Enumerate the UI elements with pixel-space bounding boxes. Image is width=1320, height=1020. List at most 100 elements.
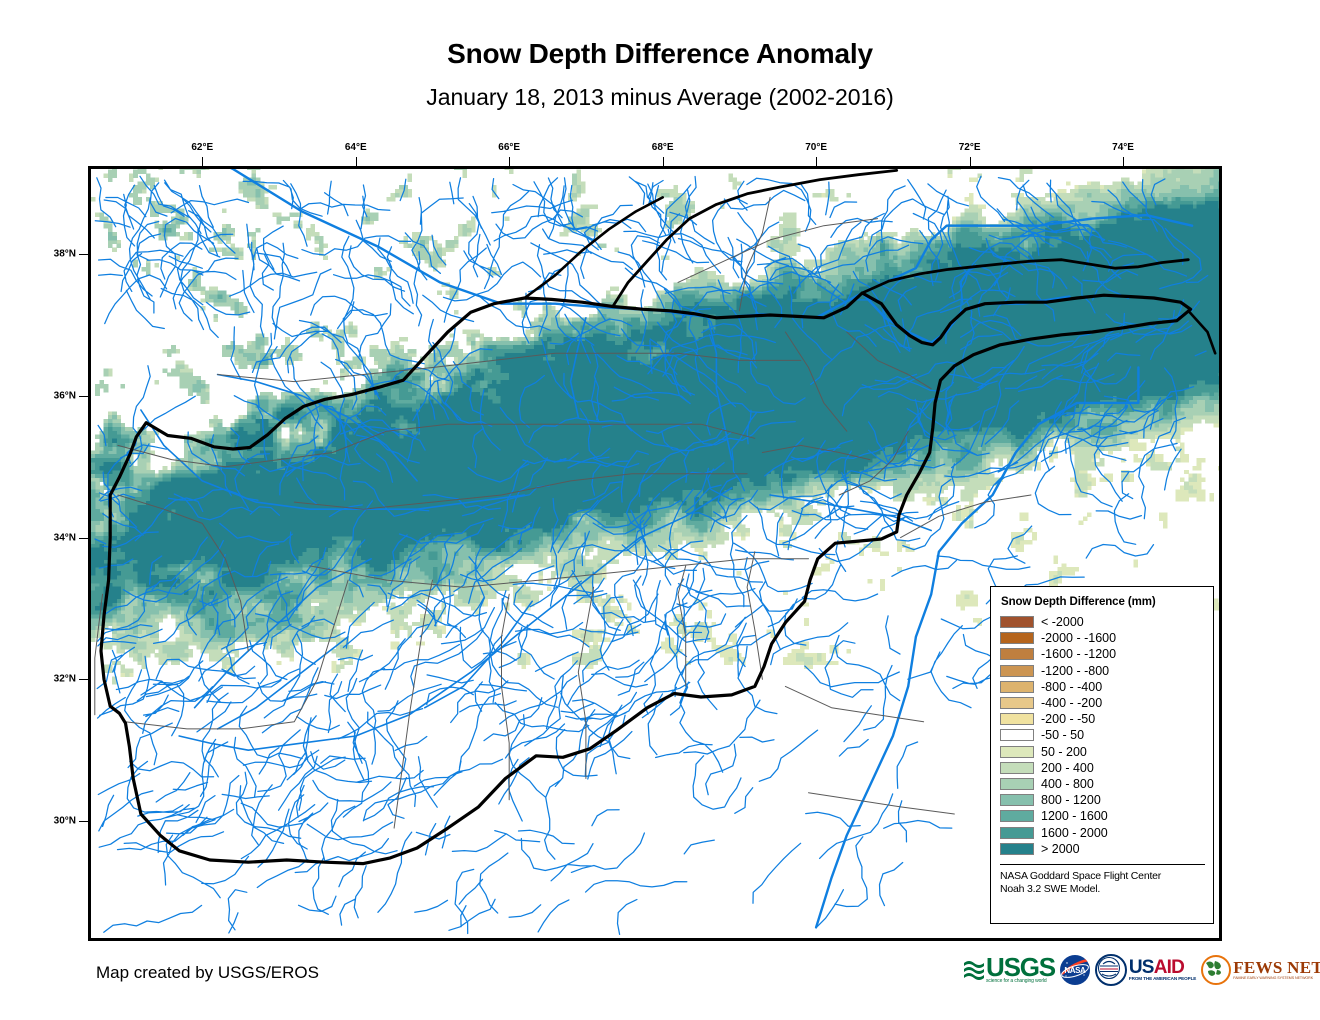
longitude-tick-label: 70°E: [805, 142, 828, 153]
admin-boundary: [217, 352, 802, 383]
longitude-tick-mark: [662, 157, 664, 166]
agency-logos: USGS science for a changing world NASA: [963, 950, 1320, 990]
admin-boundary: [117, 423, 756, 468]
map-credit: Map created by USGS/EROS: [96, 963, 319, 982]
legend-label: -50 - 50: [1041, 728, 1085, 743]
legend-swatch: [1000, 761, 1034, 774]
legend-row: 200 - 400: [1000, 760, 1205, 776]
legend-note-line1: NASA Goddard Space Flight Center: [1000, 869, 1162, 882]
legend-row: 50 - 200: [1000, 744, 1205, 760]
longitude-tick-mark: [355, 157, 357, 166]
admin-boundary: [677, 218, 878, 283]
legend-row: -1200 - -800: [1000, 663, 1205, 679]
pakistan-china-border: [1187, 309, 1217, 355]
latitude-tick-label: 34°N: [53, 532, 76, 544]
page-subtitle: January 18, 2013 minus Average (2002-201…: [426, 84, 894, 110]
legend-row: -1600 - -1200: [1000, 646, 1205, 662]
longitude-tick-label: 66°E: [498, 142, 521, 153]
admin-boundaries-layer: [94, 196, 1032, 829]
map-canvas[interactable]: [88, 166, 1222, 941]
legend-label: -1600 - -1200: [1041, 647, 1117, 662]
fewsnet-tagline: FAMINE EARLY WARNING SYSTEMS NETWORK: [1233, 975, 1314, 980]
tajikistan-pamir-border: [860, 258, 1190, 295]
usaid-logo: USAID FROM THE AMERICAN PEOPLE: [1094, 951, 1197, 989]
admin-boundary: [746, 551, 763, 680]
fewsnet-logo: FEWS NET FAMINE EARLY WARNING SYSTEMS NE…: [1201, 951, 1320, 989]
legend-row: 1600 - 2000: [1000, 824, 1205, 840]
legend-swatch: [1000, 826, 1034, 839]
legend-swatch: [1000, 648, 1034, 661]
usaid-wordmark: USAID: [1128, 956, 1185, 978]
legend-swatch: [1000, 664, 1034, 677]
admin-boundary: [846, 331, 932, 390]
legend-row: -2000 - -1600: [1000, 630, 1205, 646]
legend-note-line2: Noah 3.2 SWE Model.: [1000, 882, 1101, 895]
admin-boundary: [738, 196, 771, 312]
legend-label: 1200 - 1600: [1041, 809, 1108, 824]
admin-boundary: [838, 430, 909, 496]
legend-row: 800 - 1200: [1000, 792, 1205, 808]
river-major: [178, 487, 733, 751]
latitude-tick-label: 32°N: [53, 673, 76, 685]
legend-note: NASA Goddard Space Flight Center Noah 3.…: [1000, 863, 1205, 896]
legend-label: < -2000: [1041, 615, 1084, 630]
rivers-layer: [94, 169, 1209, 936]
legend-label: 1600 - 2000: [1041, 825, 1108, 840]
admin-boundary: [293, 473, 748, 510]
anomaly-class-11: [91, 169, 1219, 642]
legend-row: -800 - -400: [1000, 679, 1205, 695]
nasa-wordmark: NASA: [1064, 966, 1086, 975]
legend-title: Snow Depth Difference (mm): [1001, 596, 1156, 608]
legend-row: > 2000: [1000, 841, 1205, 857]
river-major: [193, 558, 372, 709]
longitude-tick-mark: [969, 157, 971, 166]
admin-boundary: [94, 593, 103, 716]
page-title: Snow Depth Difference Anomaly: [447, 38, 873, 69]
legend-swatch: [1000, 616, 1034, 629]
legend-label: -2000 - -1600: [1041, 631, 1117, 646]
usaid-seal-graphic: [1097, 956, 1120, 980]
usgs-tagline: science for a changing world: [986, 978, 1047, 984]
admin-boundary: [784, 685, 925, 723]
latitude-tick-mark: [79, 821, 88, 823]
legend-label: -1200 - -800: [1041, 663, 1110, 678]
latitude-tick-label: 30°N: [53, 815, 76, 827]
admin-boundary: [900, 494, 1032, 539]
usgs-wordmark: USGS: [986, 952, 1056, 982]
admin-boundary: [808, 792, 955, 815]
river-major: [424, 600, 533, 709]
admin-boundary: [761, 444, 871, 461]
legend-label: 50 - 200: [1041, 744, 1087, 759]
latitude-tick-mark: [79, 254, 88, 256]
legend-row: -200 - -50: [1000, 711, 1205, 727]
latitude-tick-label: 36°N: [53, 390, 76, 402]
admin-boundary: [784, 331, 848, 432]
latitude-tick-mark: [79, 395, 88, 397]
nasa-orbit-icon: [1060, 958, 1090, 978]
admin-boundary: [501, 593, 510, 801]
legend-label: 200 - 400: [1041, 760, 1094, 775]
longitude-tick-label: 74°E: [1112, 142, 1134, 153]
legend-label: 400 - 800: [1041, 776, 1094, 791]
afghanistan-border: [99, 291, 1193, 866]
legend-swatch: [1000, 713, 1034, 726]
legend-swatch: [1000, 794, 1034, 807]
longitude-tick-mark: [816, 157, 818, 166]
longitude-tick-mark: [202, 157, 204, 166]
legend-swatch: [1000, 697, 1034, 710]
legend-swatch: [1000, 632, 1034, 645]
legend-panel: Snow Depth Difference (mm) < -2000 -2000 …: [990, 586, 1214, 924]
river-major: [814, 366, 1140, 929]
admin-boundary: [117, 494, 249, 652]
fewsnet-globe-icon: [1201, 955, 1232, 985]
latitude-tick-mark: [79, 679, 88, 681]
usaid-tagline: FROM THE AMERICAN PEOPLE: [1128, 975, 1197, 981]
legend-swatch: [1000, 842, 1034, 855]
latitude-tick-mark: [79, 537, 88, 539]
legend-label: > 2000: [1041, 841, 1080, 856]
usgs-logo: USGS science for a changing world: [963, 951, 1056, 989]
legend-row: -400 - -200: [1000, 695, 1205, 711]
legend-swatch: [1000, 810, 1034, 823]
longitude-tick-mark: [509, 157, 511, 166]
